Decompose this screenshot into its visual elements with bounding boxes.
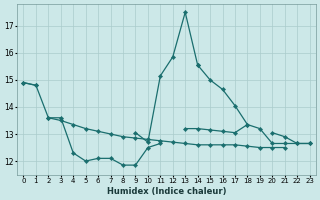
X-axis label: Humidex (Indice chaleur): Humidex (Indice chaleur) [107, 187, 226, 196]
